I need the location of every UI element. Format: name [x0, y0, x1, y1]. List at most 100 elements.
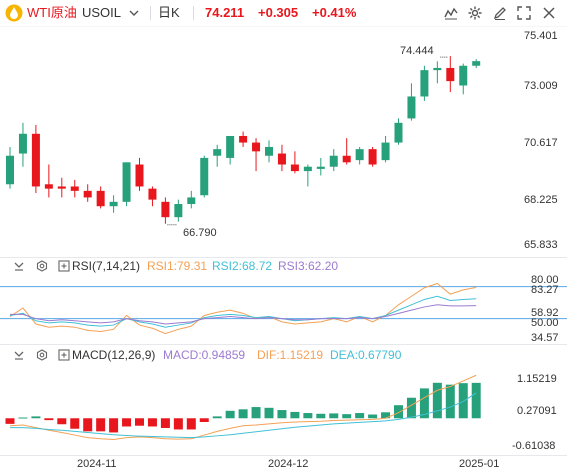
chart-settings-icon[interactable] — [467, 5, 483, 21]
macd-bar — [109, 418, 119, 433]
macd-bar — [96, 418, 106, 432]
dea-value: DEA:0.67790 — [330, 348, 402, 362]
panel-divider — [0, 344, 567, 345]
candle-body — [96, 190, 105, 207]
macd-bar — [355, 413, 365, 419]
macd-bar — [432, 382, 442, 419]
panel-expand-icon[interactable] — [58, 260, 70, 272]
toolbar-divider — [193, 6, 194, 20]
macd-bar — [57, 418, 67, 425]
rsi-axis-label: 58.92 — [531, 307, 559, 319]
symbol-name[interactable]: WTI原油 — [27, 5, 77, 20]
macd-bar — [277, 410, 287, 419]
price-axis-label: 73.009 — [524, 80, 558, 92]
candle-body — [109, 201, 118, 207]
price-axis-label: 75.401 — [524, 30, 558, 42]
macd-bar — [212, 416, 222, 419]
candle-body — [316, 166, 325, 169]
macd-bar — [251, 407, 261, 419]
candle-body — [329, 155, 338, 167]
dif-line — [9, 374, 477, 441]
candle-body — [355, 149, 364, 161]
rsi-line-1 — [9, 282, 477, 335]
candle-body — [394, 122, 403, 143]
price-chart[interactable] — [0, 26, 567, 256]
macd-bar — [368, 414, 378, 419]
candle-body — [472, 61, 481, 66]
candle-body — [368, 149, 377, 165]
rsi-chart[interactable] — [0, 274, 567, 344]
oil-drop-icon — [5, 4, 23, 22]
candle-body — [459, 65, 468, 86]
candle-body — [57, 186, 66, 189]
candle-body — [135, 164, 144, 187]
panel-settings-icon[interactable] — [36, 260, 48, 272]
macd-chart[interactable] — [0, 362, 567, 454]
macd-axis-label: 0.27091 — [517, 405, 557, 417]
price-change-percent: +0.41% — [312, 5, 357, 20]
macd-value: MACD:0.94859 — [163, 348, 246, 362]
rsi-axis-label: 83.27 — [531, 284, 559, 296]
macd-bar — [316, 413, 326, 419]
macd-bar — [419, 388, 429, 419]
macd-bar — [31, 416, 41, 419]
close-icon[interactable] — [541, 5, 557, 21]
candle-body — [433, 67, 442, 71]
macd-bar — [44, 418, 54, 421]
indicator-icon[interactable] — [443, 5, 459, 21]
macd-bar — [173, 418, 183, 430]
price-change: +0.305 — [258, 5, 299, 20]
rsi-axis-label: 50.00 — [531, 317, 559, 329]
symbol-code[interactable]: USOIL — [82, 5, 122, 20]
panel-expand-icon[interactable] — [58, 349, 70, 361]
macd-bar — [471, 382, 481, 419]
macd-bar — [225, 410, 235, 419]
rsi-axis-label: 34.57 — [531, 332, 559, 344]
candle-body — [420, 70, 429, 97]
macd-bar — [329, 413, 339, 419]
candle-body — [83, 190, 92, 198]
rsi2-value: RSI2:68.72 — [212, 259, 273, 273]
hide-panel-icon[interactable] — [13, 349, 25, 361]
macd-axis-label: -0.61038 — [512, 440, 556, 452]
rsi-axis-label: 80.00 — [531, 274, 559, 286]
macd-bar — [186, 418, 196, 430]
macd-bar — [70, 418, 80, 429]
fullscreen-icon[interactable] — [516, 5, 532, 21]
candle-body — [265, 146, 273, 156]
hide-panel-icon[interactable] — [13, 260, 25, 272]
low-price-label: 66.790 — [183, 227, 217, 239]
draw-tool-icon[interactable] — [492, 5, 508, 21]
candle-body — [187, 197, 196, 205]
candle-body — [226, 135, 235, 158]
candle-body — [70, 186, 79, 191]
macd-bar — [290, 411, 300, 419]
dea-line — [10, 392, 477, 439]
macd-bar — [381, 412, 391, 419]
candle-body — [31, 133, 40, 187]
interval-selector[interactable]: 日K — [158, 5, 180, 20]
candle-body — [6, 155, 14, 185]
rsi-line-2 — [9, 295, 477, 328]
macd-title: MACD(12,26,9) — [72, 348, 156, 362]
candle-body — [407, 96, 416, 119]
time-axis-label: 2024-11 — [77, 458, 117, 470]
high-price-label: 74.444 — [400, 45, 434, 57]
candle-body — [122, 162, 131, 202]
toolbar-divider — [150, 6, 151, 20]
candle-body — [446, 67, 455, 82]
candle-body — [213, 149, 222, 156]
rsi-title: RSI(7,14,21) — [72, 259, 141, 273]
time-axis-line — [0, 455, 567, 456]
macd-bar — [303, 413, 313, 419]
panel-settings-icon[interactable] — [36, 349, 48, 361]
candle-body — [303, 166, 312, 172]
dif-value: DIF:1.15219 — [257, 348, 324, 362]
candle-body — [18, 133, 27, 154]
macd-bar — [394, 405, 403, 419]
candle-body — [290, 164, 299, 172]
candle-body — [381, 142, 390, 161]
symbol-dropdown-icon[interactable] — [129, 9, 139, 17]
panel-divider — [0, 257, 567, 258]
candle-body — [161, 201, 170, 218]
